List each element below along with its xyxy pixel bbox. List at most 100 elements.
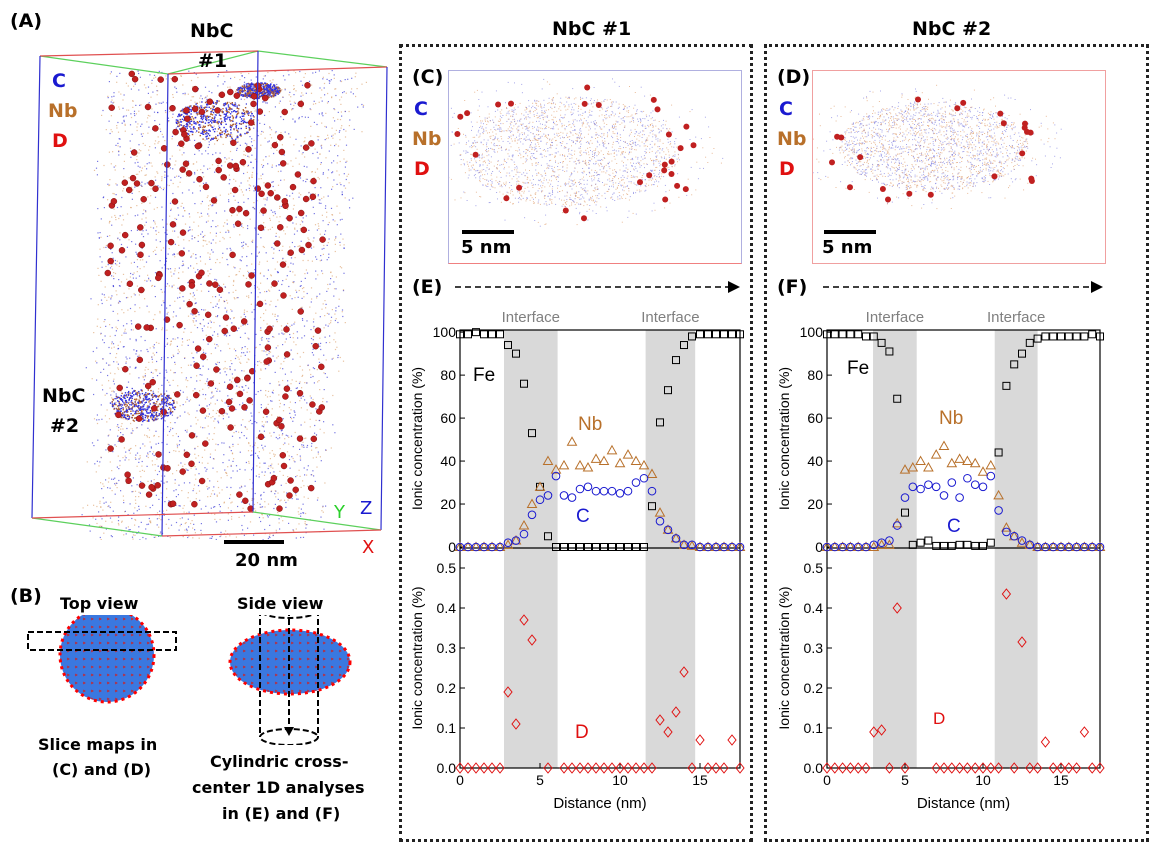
data-point [907,461,919,472]
data-point [876,724,887,736]
data-point [574,459,586,470]
data-point [854,330,863,339]
data-point [568,543,576,551]
data-point [495,542,505,552]
data-point [664,386,672,395]
interface-band [873,330,917,768]
data-point [688,332,696,341]
plot-frame [826,329,1101,769]
data-point [591,762,601,774]
data-point [552,543,560,551]
data-point [978,482,988,492]
data-point [1001,522,1012,532]
y-tick-label: 100 [800,324,824,340]
data-point [1096,332,1104,341]
arrow-down-icon [284,727,294,736]
data-point [979,541,987,550]
data-point [719,762,729,774]
series-label-d: D [933,709,945,728]
slice-rectangle [27,631,177,651]
data-point [1056,762,1066,774]
data-point [1064,762,1074,774]
x-axis-label: Distance (nm) [917,795,1010,812]
panel-c-label: (C) [412,66,444,88]
data-point [559,491,569,500]
series-label-fe: Fe [473,365,495,386]
data-point [969,457,981,468]
data-point [900,762,910,774]
data-point [623,486,633,496]
data-point [663,525,673,535]
data-point [512,349,520,358]
scale-bar-d [824,230,876,234]
data-point [503,686,513,698]
panel-b-label: (B) [10,585,42,607]
data-point [599,762,609,774]
data-point [727,734,737,746]
data-point [962,455,973,466]
data-point [647,762,657,774]
y-axis-label: Ionic concentration (%) [409,367,425,510]
data-point [823,330,831,339]
side-caption-2: center 1D analyses [192,778,365,797]
data-point [822,762,832,774]
data-point [885,347,894,356]
data-point [1025,762,1035,774]
nbc1-label-line2: #1 [198,50,228,72]
series-label-nb: Nb [939,408,963,429]
data-point [655,516,665,526]
nbc-precipitate-3 [109,389,177,423]
y-tick-label: 100 [433,324,457,340]
y-axis-label: Ionic concentration (%) [776,367,792,510]
data-point [663,726,673,738]
data-point [938,440,950,451]
data-point [892,602,902,614]
x-tick-label: 0 [456,772,464,788]
data-point [1041,332,1050,341]
scale-bar-c-label: 5 nm [461,237,512,258]
y-tick-label: 0.0 [804,760,824,776]
legend-c-nb: Nb [412,128,442,150]
data-point [526,498,538,509]
data-point [640,543,648,551]
data-point [846,330,855,339]
data-point [566,436,578,446]
data-point [656,418,664,427]
data-point [963,473,972,483]
x-tick-label: 15 [692,772,708,788]
data-point [696,330,704,339]
data-point [862,332,870,341]
column-title-nbc1: NbC #1 [552,18,632,40]
data-point [830,762,840,774]
data-point [1002,527,1011,537]
data-point [502,539,514,549]
interface-band [994,330,1038,768]
data-point [954,762,965,774]
data-point [932,541,941,550]
data-point [971,541,980,550]
data-point [632,543,640,551]
data-point [947,478,957,487]
data-point [504,341,512,350]
legend-c-c: C [414,98,428,120]
data-point [630,455,642,466]
data-point [606,444,618,455]
scale-bar-a-label: 20 nm [235,550,298,571]
data-point [607,486,617,496]
data-point [575,762,585,774]
interface-label: Interface [987,309,1045,326]
column-frame-nbc2 [764,44,1149,842]
data-point [520,379,528,388]
y-tick-label: 60 [807,410,823,426]
data-point [939,491,949,500]
data-point [1009,762,1019,774]
legend-d-d: D [779,158,795,180]
series-d [455,614,745,774]
data-point [622,449,634,459]
y-tick-label: 0.5 [437,560,457,576]
data-point [583,482,593,492]
data-point [861,542,871,552]
data-point [503,538,513,548]
data-point [535,495,545,505]
data-point [994,506,1003,515]
